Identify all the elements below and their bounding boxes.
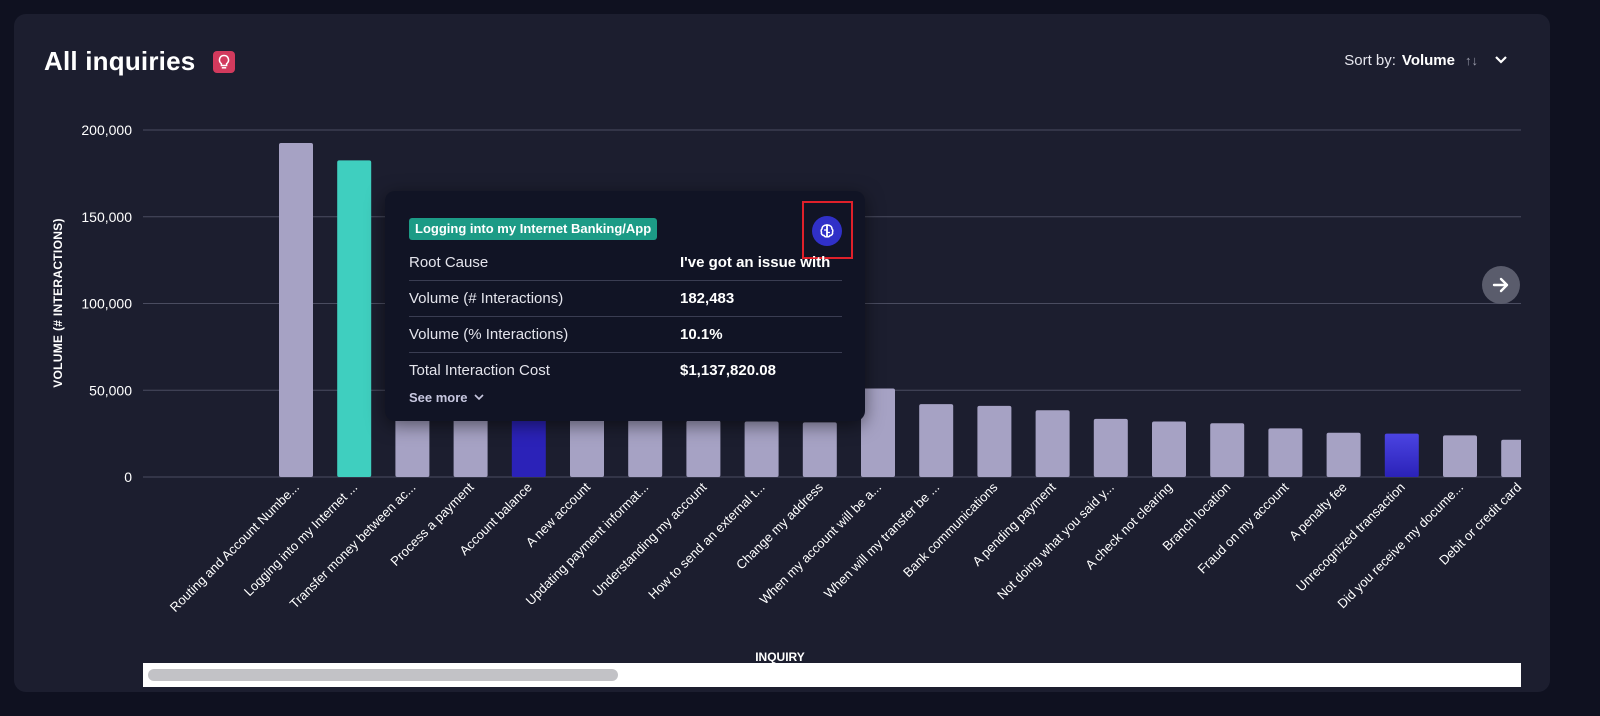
x-axis-label: INQUIRY bbox=[755, 650, 805, 664]
chart-bar[interactable] bbox=[1210, 423, 1245, 477]
chevron-down-icon[interactable] bbox=[1494, 52, 1508, 69]
y-tick-label: 0 bbox=[124, 469, 132, 485]
chart-bar[interactable] bbox=[1268, 428, 1303, 477]
chart-bar[interactable] bbox=[337, 160, 372, 477]
chart-bar[interactable] bbox=[919, 404, 954, 477]
x-tick-label: Bank communications bbox=[900, 479, 1001, 580]
y-tick-label: 50,000 bbox=[89, 382, 132, 398]
y-tick-label: 100,000 bbox=[81, 296, 132, 312]
tooltip-divider bbox=[409, 280, 842, 281]
chart-bar[interactable] bbox=[686, 420, 721, 477]
x-tick-label: When will my transfer be ... bbox=[821, 480, 942, 601]
tooltip-divider bbox=[409, 316, 842, 317]
chart-bar[interactable] bbox=[279, 143, 313, 477]
arrow-right-icon bbox=[1492, 277, 1509, 293]
x-tick-label: Did you receive my docume... bbox=[1334, 480, 1466, 612]
tooltip-row-root-cause: Root Cause I've got an issue with bbox=[409, 244, 842, 280]
x-tick-label: Logging into my Internet ... bbox=[241, 480, 360, 599]
inquiry-tooltip: Logging into my Internet Banking/App Roo… bbox=[385, 191, 865, 421]
x-tick-label: Transfer money between ac... bbox=[287, 480, 419, 612]
tooltip-row-value: $1,137,820.08 bbox=[680, 361, 776, 379]
scrollbar-thumb[interactable] bbox=[148, 669, 618, 681]
chart-bar[interactable] bbox=[1501, 439, 1535, 477]
x-tick-label: When my account will be a... bbox=[757, 480, 885, 608]
highlight-box bbox=[802, 201, 853, 259]
chart-bar[interactable] bbox=[453, 416, 488, 477]
chart-bar[interactable] bbox=[1326, 432, 1361, 477]
chart-bar[interactable] bbox=[1035, 410, 1070, 477]
page-title: All inquiries bbox=[44, 46, 196, 76]
chevron-down-icon bbox=[473, 394, 484, 401]
tooltip-row-value: 10.1% bbox=[680, 325, 723, 343]
sort-control[interactable]: Sort by: Volume ↑↓ bbox=[1344, 52, 1508, 69]
tooltip-row-value: I've got an issue with bbox=[680, 253, 831, 271]
chart-bar[interactable] bbox=[628, 419, 663, 477]
x-tick-label: How to send an external t... bbox=[645, 480, 768, 603]
tooltip-row-volume-count: Volume (# Interactions) 182,483 bbox=[409, 280, 842, 316]
tooltip-row-label: Total Interaction Cost bbox=[409, 361, 550, 379]
chart-bar[interactable] bbox=[802, 422, 837, 477]
tooltip-row-volume-percent: Volume (% Interactions) 10.1% bbox=[409, 316, 842, 352]
sort-direction-icon[interactable]: ↑↓ bbox=[1465, 53, 1478, 68]
x-tick-label: Updating payment informat... bbox=[523, 480, 652, 609]
next-page-button[interactable] bbox=[1482, 266, 1520, 304]
tooltip-row-label: Volume (% Interactions) bbox=[409, 325, 569, 343]
sort-label: Sort by: bbox=[1344, 52, 1396, 69]
chart-bar[interactable] bbox=[1443, 435, 1477, 477]
chart-bar[interactable] bbox=[861, 388, 895, 477]
x-tick-label: Unrecognized transaction bbox=[1293, 480, 1408, 595]
chart-bar[interactable] bbox=[1152, 421, 1186, 477]
tooltip-row-interaction-cost: Total Interaction Cost $1,137,820.08 bbox=[409, 352, 842, 388]
brain-icon[interactable] bbox=[812, 216, 842, 246]
chart-bar[interactable] bbox=[1384, 433, 1419, 477]
tooltip-inquiry-tag: Logging into my Internet Banking/App bbox=[409, 218, 658, 240]
x-tick-label: Understanding my account bbox=[590, 479, 710, 599]
y-axis-label: VOLUME (# INTERACTIONS) bbox=[51, 218, 65, 388]
horizontal-scrollbar[interactable] bbox=[143, 663, 1521, 687]
chart-bar[interactable] bbox=[570, 418, 604, 477]
y-tick-label: 150,000 bbox=[81, 209, 132, 225]
tooltip-row-value: 182,483 bbox=[680, 289, 735, 307]
chart-bar[interactable] bbox=[395, 412, 430, 477]
chart-bar[interactable] bbox=[977, 405, 1012, 477]
x-tick-label: Not doing what you said y... bbox=[994, 480, 1117, 603]
x-tick-label: A penalty fee bbox=[1286, 480, 1350, 544]
chart-bar[interactable] bbox=[1093, 418, 1128, 477]
chart-bar[interactable] bbox=[744, 421, 779, 477]
sort-value: Volume bbox=[1401, 52, 1455, 69]
tooltip-divider bbox=[409, 352, 842, 353]
tooltip-row-label: Volume (# Interactions) bbox=[409, 289, 564, 307]
tooltip-row-label: Root Cause bbox=[409, 253, 489, 271]
y-tick-label: 200,000 bbox=[81, 122, 132, 138]
chart-bar[interactable] bbox=[511, 418, 546, 477]
see-more-button[interactable]: See more bbox=[409, 390, 484, 405]
see-more-label: See more bbox=[409, 390, 468, 405]
lightbulb-icon[interactable] bbox=[213, 51, 235, 73]
